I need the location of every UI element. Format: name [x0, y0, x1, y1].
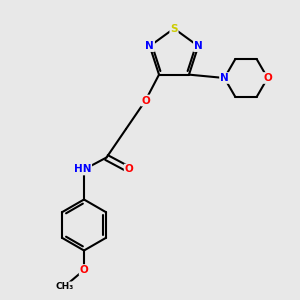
Text: N: N [146, 41, 154, 51]
Text: CH₃: CH₃ [56, 282, 74, 291]
Text: O: O [141, 95, 150, 106]
Text: N: N [194, 41, 203, 51]
Text: O: O [263, 73, 272, 83]
Text: O: O [80, 265, 88, 275]
Text: S: S [170, 23, 178, 34]
Text: O: O [124, 164, 134, 175]
Text: HN: HN [74, 164, 91, 175]
Text: N: N [220, 73, 229, 83]
